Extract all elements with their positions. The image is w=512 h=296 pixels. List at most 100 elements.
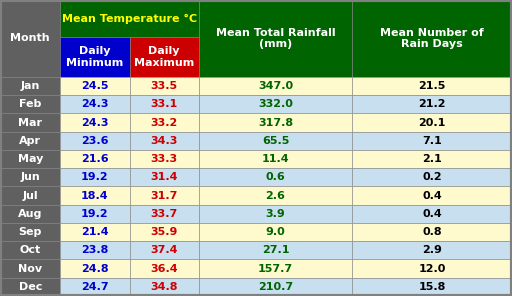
Bar (60, 0, 199, 37)
Bar (60, 95, 130, 113)
Bar (199, 150, 352, 168)
Bar (130, 241, 199, 260)
Text: 33.2: 33.2 (151, 118, 178, 128)
Text: Mean Temperature °C: Mean Temperature °C (62, 13, 197, 23)
Text: 15.8: 15.8 (418, 282, 446, 292)
Bar (130, 260, 199, 278)
Bar (60, 260, 130, 278)
Bar (60, 168, 130, 186)
Bar (0, 77, 60, 95)
Text: Sep: Sep (18, 227, 42, 237)
Bar (199, 278, 352, 296)
Text: 23.6: 23.6 (81, 136, 109, 146)
Text: Mean Number of
Rain Days: Mean Number of Rain Days (380, 28, 484, 49)
Bar (352, 278, 512, 296)
Bar (352, 77, 512, 95)
Bar (352, 186, 512, 205)
Text: 2.9: 2.9 (422, 245, 442, 255)
Text: 12.0: 12.0 (418, 264, 446, 274)
Bar (60, 37, 130, 77)
Text: 11.4: 11.4 (262, 154, 289, 164)
Text: 23.8: 23.8 (81, 245, 109, 255)
Text: Daily
Minimum: Daily Minimum (67, 46, 123, 68)
Text: 18.4: 18.4 (81, 191, 109, 201)
Bar (352, 223, 512, 241)
Bar (130, 113, 199, 132)
Bar (352, 205, 512, 223)
Text: 34.8: 34.8 (151, 282, 178, 292)
Bar (130, 77, 199, 95)
Text: Dec: Dec (18, 282, 42, 292)
Text: May: May (17, 154, 43, 164)
Bar (130, 37, 199, 77)
Text: 24.3: 24.3 (81, 118, 109, 128)
Bar (60, 186, 130, 205)
Text: 65.5: 65.5 (262, 136, 289, 146)
Bar (352, 150, 512, 168)
Text: 0.8: 0.8 (422, 227, 442, 237)
Text: 31.7: 31.7 (151, 191, 178, 201)
Text: Apr: Apr (19, 136, 41, 146)
Bar (130, 278, 199, 296)
Bar (199, 95, 352, 113)
Bar (0, 150, 60, 168)
Bar (199, 77, 352, 95)
Bar (352, 95, 512, 113)
Bar (352, 113, 512, 132)
Bar (130, 132, 199, 150)
Bar (199, 0, 352, 77)
Bar (60, 223, 130, 241)
Text: 33.7: 33.7 (151, 209, 178, 219)
Text: 31.4: 31.4 (151, 172, 178, 182)
Bar (352, 260, 512, 278)
Text: 21.2: 21.2 (418, 99, 446, 109)
Text: 2.6: 2.6 (266, 191, 285, 201)
Text: Jul: Jul (23, 191, 38, 201)
Text: 21.4: 21.4 (81, 227, 109, 237)
Text: 24.8: 24.8 (81, 264, 109, 274)
Text: Daily
Maximum: Daily Maximum (134, 46, 194, 68)
Bar (0, 113, 60, 132)
Bar (60, 278, 130, 296)
Text: Nov: Nov (18, 264, 42, 274)
Text: 21.6: 21.6 (81, 154, 109, 164)
Bar (199, 260, 352, 278)
Text: 3.9: 3.9 (266, 209, 285, 219)
Bar (199, 113, 352, 132)
Text: Jan: Jan (20, 81, 40, 91)
Text: 27.1: 27.1 (262, 245, 289, 255)
Text: Jun: Jun (20, 172, 40, 182)
Bar (0, 241, 60, 260)
Bar (0, 0, 60, 77)
Bar (0, 95, 60, 113)
Text: 332.0: 332.0 (258, 99, 293, 109)
Text: 0.4: 0.4 (422, 191, 442, 201)
Text: 36.4: 36.4 (151, 264, 178, 274)
Text: 34.3: 34.3 (151, 136, 178, 146)
Bar (60, 150, 130, 168)
Text: 9.0: 9.0 (266, 227, 285, 237)
Bar (199, 186, 352, 205)
Bar (0, 132, 60, 150)
Bar (199, 241, 352, 260)
Text: 0.6: 0.6 (266, 172, 285, 182)
Text: Mean Total Rainfall
(mm): Mean Total Rainfall (mm) (216, 28, 335, 49)
Text: Oct: Oct (19, 245, 41, 255)
Bar (199, 205, 352, 223)
Text: 35.9: 35.9 (151, 227, 178, 237)
Text: 19.2: 19.2 (81, 172, 109, 182)
Bar (199, 223, 352, 241)
Bar (0, 205, 60, 223)
Bar (352, 132, 512, 150)
Bar (60, 241, 130, 260)
Text: 20.1: 20.1 (418, 118, 446, 128)
Text: 19.2: 19.2 (81, 209, 109, 219)
Bar (130, 150, 199, 168)
Bar (130, 205, 199, 223)
Bar (199, 132, 352, 150)
Bar (60, 77, 130, 95)
Text: 33.5: 33.5 (151, 81, 178, 91)
Text: 157.7: 157.7 (258, 264, 293, 274)
Text: 0.4: 0.4 (422, 209, 442, 219)
Bar (352, 241, 512, 260)
